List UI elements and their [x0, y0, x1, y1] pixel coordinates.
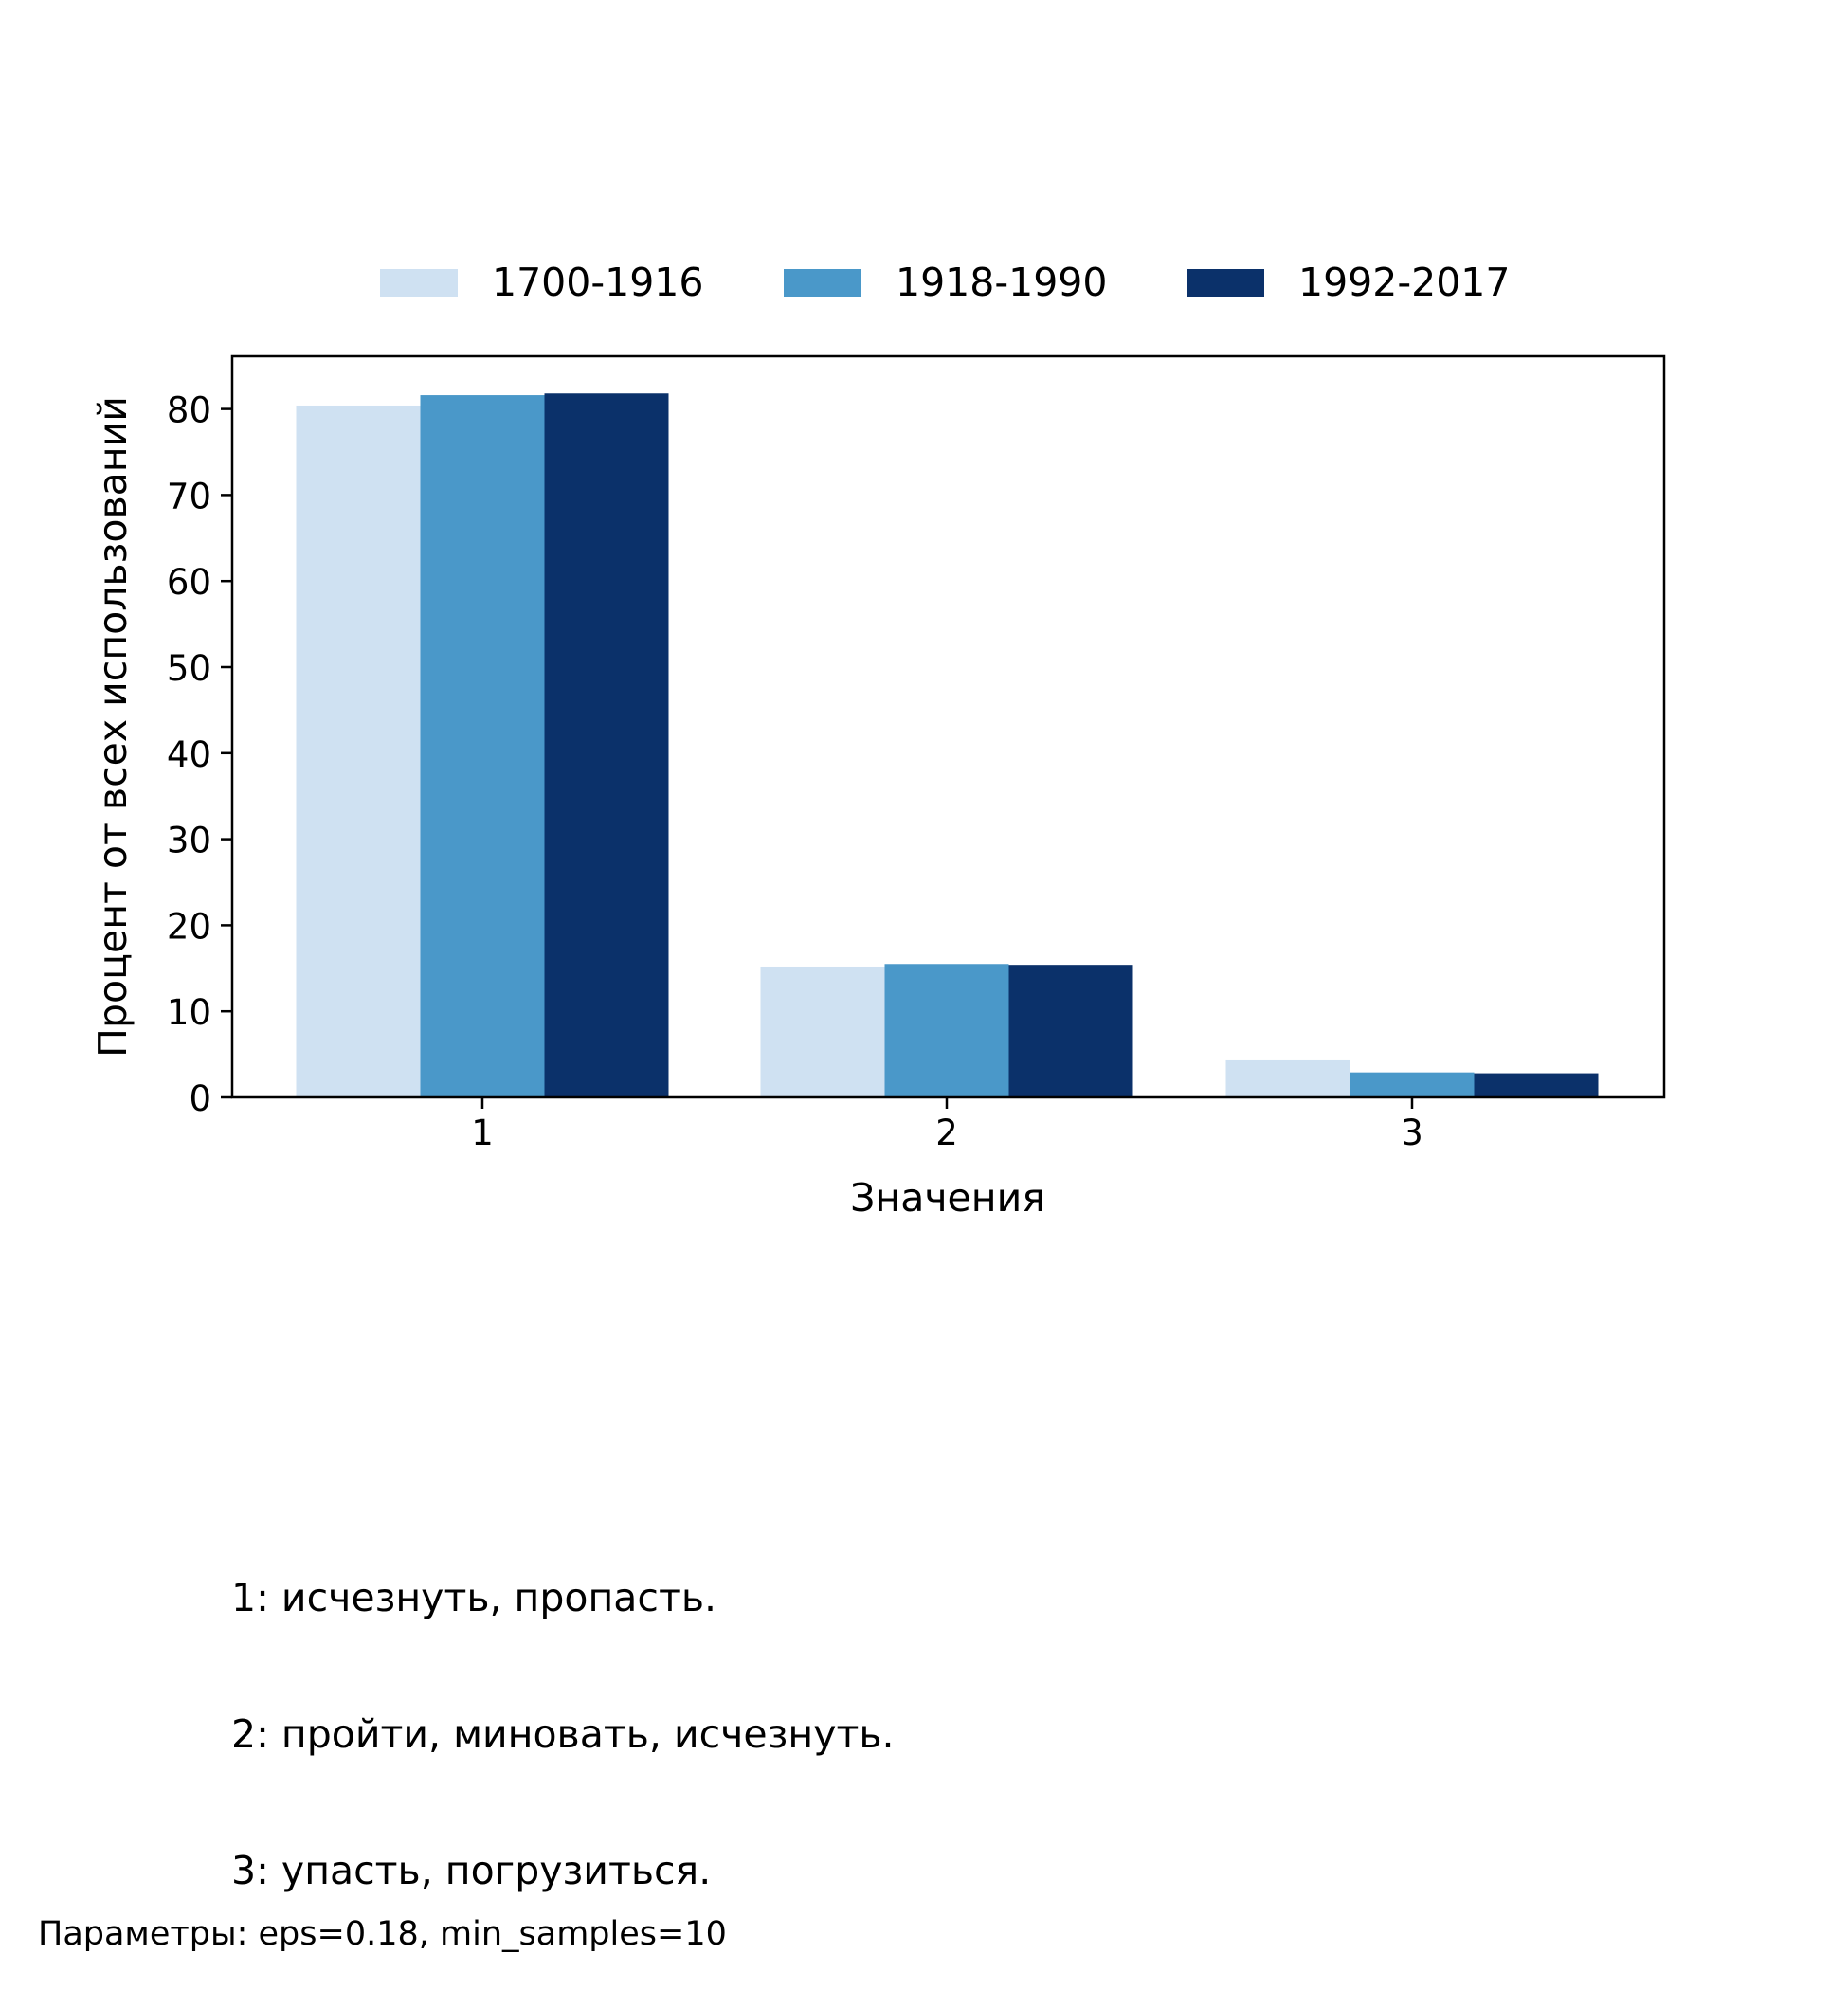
- y-axis-label: Процент от всех использований: [90, 396, 136, 1058]
- bar-1992-2017-cat-1: [544, 393, 669, 1098]
- bar-1700-1916-cat-1: [296, 405, 421, 1097]
- y-tick-label: 0: [189, 1078, 211, 1119]
- legend-swatch: [380, 269, 458, 297]
- bar-1992-2017-cat-3: [1474, 1073, 1599, 1097]
- bar-1918-1990-cat-3: [1350, 1072, 1475, 1097]
- note-2: 2: пройти, миновать, исчезнуть.: [231, 1711, 895, 1757]
- x-tick-label: 3: [1401, 1113, 1423, 1153]
- legend-label: 1918-1990: [896, 260, 1107, 305]
- note-1: 1: исчезнуть, пропасть.: [231, 1575, 717, 1620]
- bar-1992-2017-cat-2: [1008, 965, 1133, 1097]
- y-tick-label: 70: [167, 476, 211, 516]
- x-tick-label: 2: [935, 1113, 958, 1153]
- legend-label: 1992-2017: [1298, 260, 1510, 305]
- y-tick-label: 20: [167, 906, 211, 947]
- y-tick-label: 60: [167, 562, 211, 603]
- legend: 1700-1916 1918-1990 1992-2017: [380, 260, 1510, 305]
- y-axis: 0 10 20 30 40 50 60 70 80: [167, 390, 232, 1119]
- parameters-footer: Параметры: eps=0.18, min_samples=10: [38, 1915, 727, 1953]
- legend-swatch: [784, 269, 861, 297]
- bar-1700-1916-cat-3: [1225, 1059, 1350, 1097]
- bar-1918-1990-cat-1: [420, 395, 545, 1097]
- y-tick-label: 10: [167, 992, 211, 1033]
- legend-label: 1700-1916: [492, 260, 703, 305]
- bar-1918-1990-cat-2: [884, 964, 1009, 1097]
- x-axis-label: Значения: [850, 1175, 1045, 1221]
- category-notes: 1: исчезнуть, пропасть. 2: пройти, минов…: [231, 1484, 895, 1939]
- y-tick-label: 50: [167, 648, 211, 689]
- note-3: 3: упасть, погрузиться.: [231, 1848, 712, 1893]
- y-tick-label: 40: [167, 734, 211, 775]
- y-tick-label: 30: [167, 821, 211, 861]
- x-tick-label: 1: [471, 1113, 494, 1153]
- legend-swatch: [1187, 269, 1264, 297]
- plot-area-frame: [230, 354, 1666, 1099]
- y-tick-label: 80: [167, 390, 211, 431]
- bars: [296, 393, 1599, 1098]
- x-axis: 1 2 3: [471, 1097, 1423, 1153]
- bar-1700-1916-cat-2: [760, 966, 885, 1097]
